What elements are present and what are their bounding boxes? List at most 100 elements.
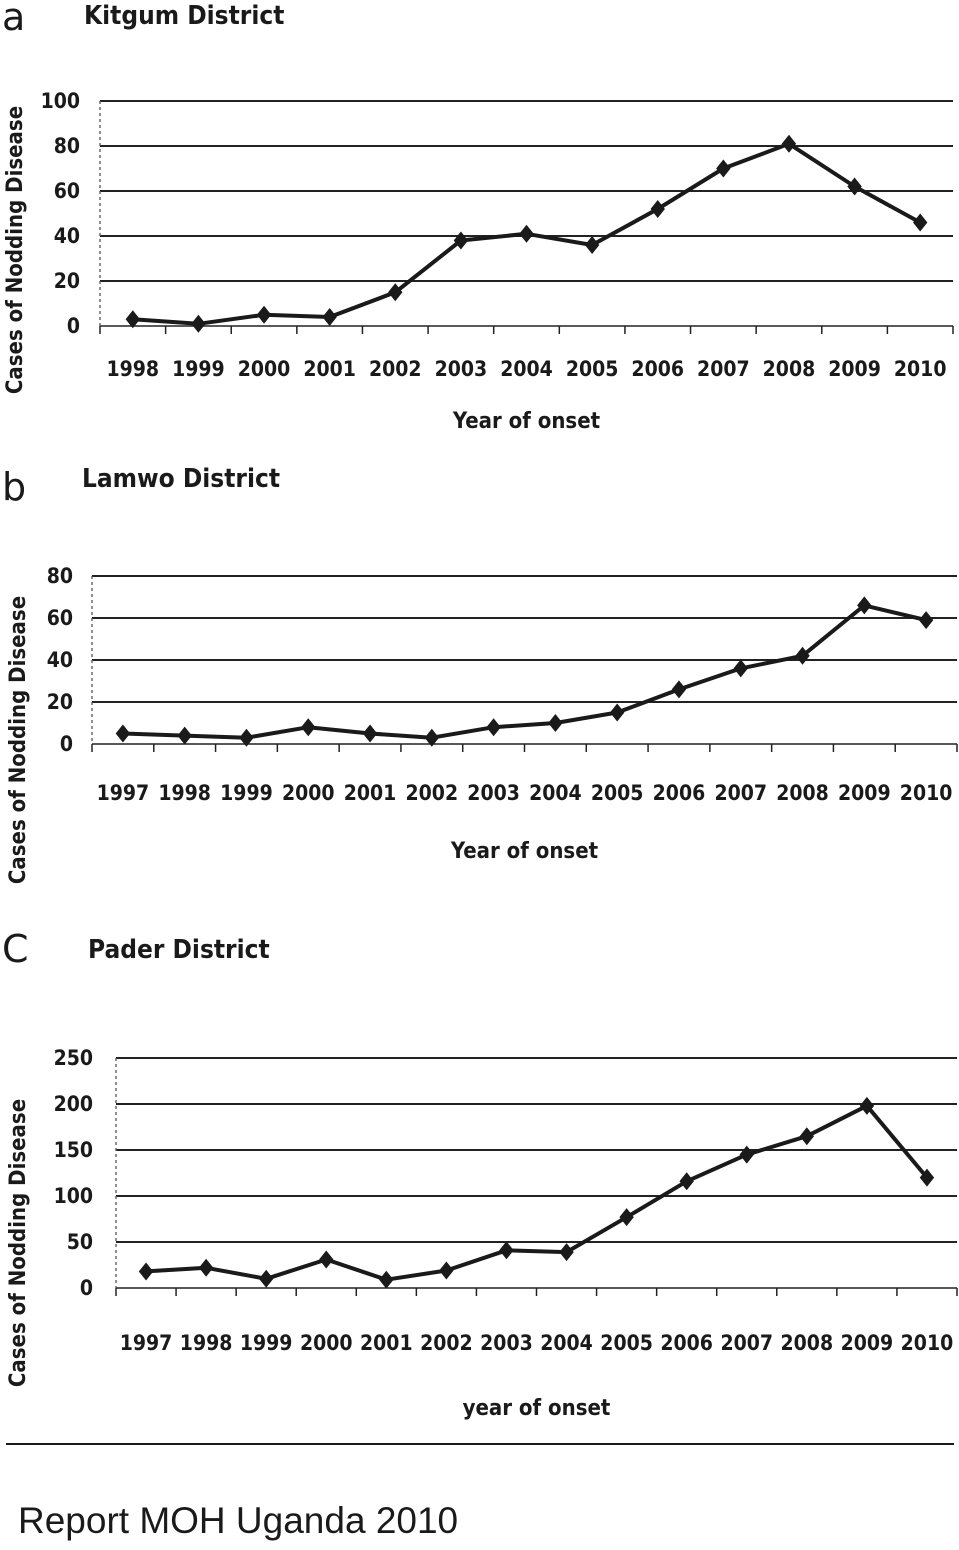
panel-3-point-1997 [138,1262,154,1281]
panel-2-y-axis-label: Cases of Nodding Disease [6,596,31,884]
panel-3-y-tick-50: 50 [67,1230,93,1254]
panel-3-y-tick-250: 250 [54,1046,93,1070]
panel-3-x-axis-label: year of onset [463,1396,611,1421]
panel-3-point-2006 [679,1172,694,1191]
panel-1-x-tick-2004: 2004 [500,357,553,381]
panel-2-y-tick-60: 60 [47,606,73,630]
panel-1-x-tick-2003: 2003 [435,357,488,381]
panel-3-y-axis-label: Cases of Nodding Disease [6,1099,31,1387]
panel-1-point-2005 [584,236,600,254]
panel-2-x-tick-2008: 2008 [776,781,829,805]
panel-2-x-tick-2002: 2002 [406,781,459,805]
panel-2-point-1998 [177,726,192,745]
panel-2-point-1997 [115,724,131,743]
panel-3-point-1999 [258,1269,274,1288]
panel-1-x-tick-2010: 2010 [894,357,947,381]
panel-2-x-tick-2005: 2005 [591,781,644,805]
panel-2-x-axis-label: Year of onset [450,839,599,864]
panel-2-point-2003 [486,718,501,737]
panel-1-y-tick-80: 80 [54,134,80,158]
panel-3-x-tick-1999: 1999 [240,1331,293,1355]
panel-1-point-2000 [256,305,272,324]
panel-2-x-tick-1997: 1997 [97,781,150,805]
panel-2-point-2005 [609,703,625,722]
panel-2-point-2006 [671,680,687,699]
panel-2-x-tick-2010: 2010 [900,781,953,805]
panel-1-y-tick-60: 60 [54,179,80,203]
source-note: Report MOH Uganda 2010 [18,1500,459,1541]
panel-1-title: Kitgum District [84,1,284,31]
panel-1-x-tick-2009: 2009 [828,357,881,381]
panel-2-point-2009 [857,596,872,615]
panel-2-point-2007 [733,659,748,678]
panel-3-y-tick-100: 100 [54,1184,93,1208]
panel-2-x-tick-2007: 2007 [714,781,767,805]
panel-1-point-1999 [191,314,206,333]
panel-1-x-tick-2008: 2008 [763,357,816,381]
panel-2-x-tick-1999: 1999 [220,781,273,805]
panel-3-x-tick-2003: 2003 [480,1331,533,1355]
panel-3-x-tick-1997: 1997 [120,1331,173,1355]
panel-1-point-2006 [650,200,665,218]
panel-1-point-2007 [716,159,731,178]
panel-1-x-tick-2007: 2007 [697,357,750,381]
panel-1-point-2008 [781,134,797,153]
panel-2-letter: b [2,465,26,509]
panel-2-x-tick-2006: 2006 [653,781,706,805]
panel-1-x-tick-2002: 2002 [369,357,422,381]
panel-2-point-2008 [795,646,810,665]
panel-1-point-2004 [519,224,534,243]
panel-1-point-2002 [388,283,403,302]
panel-2-series-line [122,603,927,740]
panel-3-series-line [145,1103,929,1282]
panel-3-point-2003 [499,1241,514,1260]
panel-3-x-tick-2000: 2000 [300,1331,353,1355]
panel-1-letter: a [2,0,25,39]
panel-3-point-2009 [859,1096,875,1115]
panel-3-point-2000 [319,1250,334,1269]
bottom-rule [6,1443,954,1445]
panel-3-point-2002 [439,1261,454,1280]
panel-3-point-1998 [198,1258,214,1277]
panel-1-point-1998 [125,310,141,329]
panel-1-x-tick-2005: 2005 [566,357,619,381]
panel-2-point-2010 [918,611,934,630]
panel-3-x-tick-2001: 2001 [360,1331,413,1355]
panel-2-y-tick-80: 80 [47,564,73,588]
panel-1-point-2001 [322,308,337,326]
panel-1-x-tick-2000: 2000 [238,357,291,381]
panel-2-y-tick-0: 0 [60,732,73,756]
panel-2-point-2000 [301,718,316,737]
panel-2-x-tick-2000: 2000 [282,781,335,805]
panel-3-y-tick-200: 200 [54,1092,93,1116]
panel-2-x-tick-2009: 2009 [838,781,891,805]
panel-2-x-tick-2004: 2004 [529,781,582,805]
panel-3-x-tick-2004: 2004 [540,1331,593,1355]
panel-2-point-2004 [548,714,563,732]
panel-3-point-2005 [619,1208,634,1227]
panel-1-point-2010 [912,213,928,232]
panel-3-x-tick-1998: 1998 [180,1331,233,1355]
panel-3-point-2010 [919,1168,935,1187]
panel-2-y-tick-40: 40 [47,648,73,672]
panel-1-y-tick-100: 100 [41,89,80,113]
panel-2-point-2001 [362,724,378,743]
panel-2-point-2002 [424,728,440,747]
panel-3-y-tick-150: 150 [54,1138,93,1162]
panel-3-x-tick-2002: 2002 [420,1331,473,1355]
panel-1-x-tick-1999: 1999 [172,357,225,381]
panel-3-point-2008 [799,1127,815,1146]
panel-2-y-tick-20: 20 [47,690,73,714]
panel-3-point-2004 [559,1243,574,1262]
panel-2-x-tick-2001: 2001 [344,781,397,805]
panel-3-letter: C [2,927,29,971]
panel-1-y-axis-label: Cases of Nodding Disease [3,106,28,394]
panel-3-x-tick-2007: 2007 [720,1331,773,1355]
panel-3-point-2007 [739,1145,754,1164]
panel-1-y-tick-0: 0 [67,314,80,338]
panel-1-x-tick-1998: 1998 [107,357,160,381]
panel-2-x-tick-2003: 2003 [467,781,520,805]
panel-1-y-tick-40: 40 [54,224,80,248]
panel-3-x-tick-2006: 2006 [660,1331,713,1355]
